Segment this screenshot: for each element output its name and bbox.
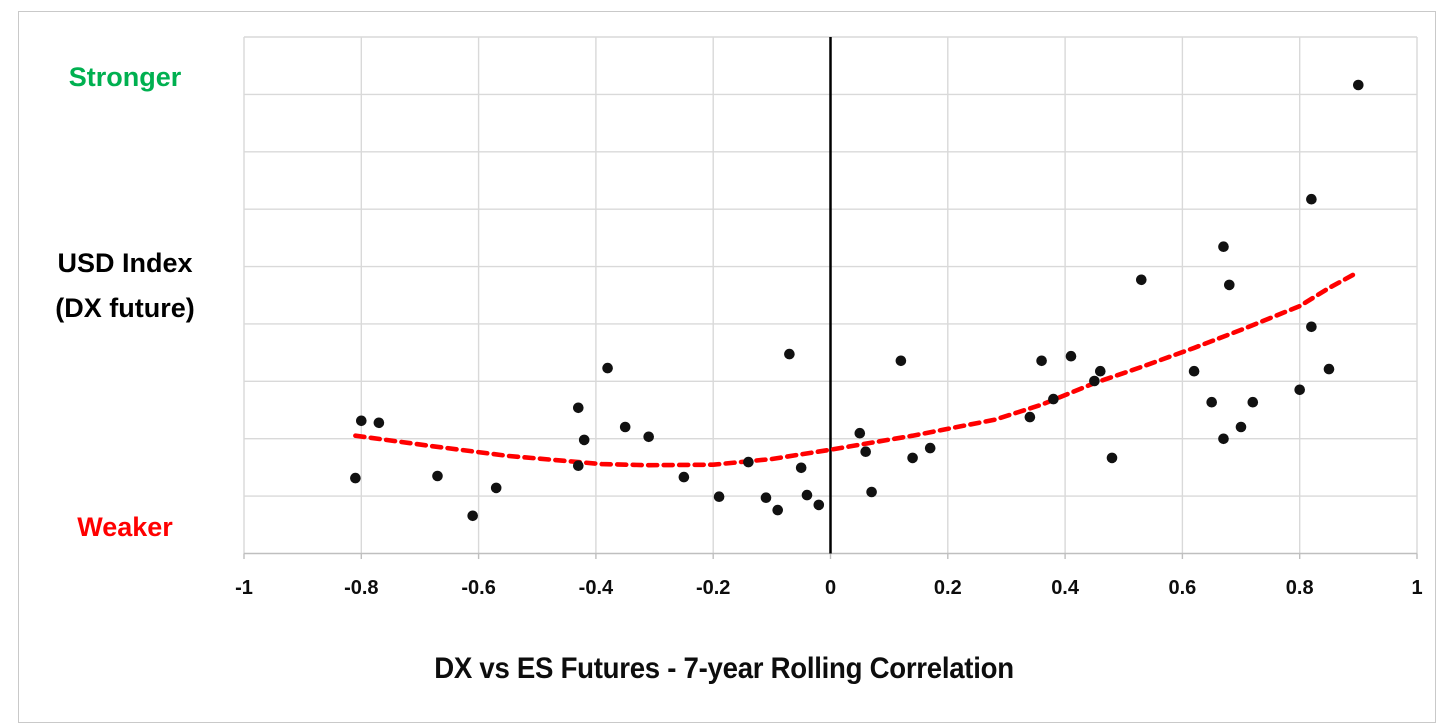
data-point <box>713 491 725 503</box>
data-point <box>801 489 813 501</box>
data-point <box>1224 279 1235 291</box>
data-point <box>1048 393 1059 405</box>
x-tick-label: -0.4 <box>578 577 614 599</box>
x-tick-label: 0 <box>824 577 837 599</box>
data-point <box>1136 274 1147 286</box>
x-tick-label: 0.4 <box>1051 577 1079 599</box>
data-point <box>573 402 584 414</box>
x-tick-label: 0.2 <box>933 577 962 599</box>
data-point <box>1353 79 1364 91</box>
data-point <box>1306 193 1317 205</box>
data-point <box>795 462 807 474</box>
x-tick-label: -1 <box>235 577 253 599</box>
data-point <box>924 442 936 454</box>
x-tick-label: 0.8 <box>1285 577 1314 599</box>
data-point <box>356 415 367 427</box>
x-tick-label: 0.6 <box>1168 577 1197 599</box>
x-axis-title: DX vs ES Futures - 7-year Rolling Correl… <box>434 652 1014 685</box>
data-point <box>350 472 361 484</box>
data-point <box>760 492 772 504</box>
data-point <box>784 348 795 360</box>
data-point <box>1247 396 1259 408</box>
x-tick-label: -0.8 <box>344 577 379 599</box>
data-point <box>1065 350 1077 362</box>
data-point <box>1024 411 1036 423</box>
y-axis-title-line2: (DX future) <box>55 293 195 323</box>
data-point <box>743 456 754 468</box>
data-point <box>467 510 479 522</box>
data-point <box>866 486 877 498</box>
data-point <box>895 355 907 367</box>
x-tick-label: -0.6 <box>461 577 496 599</box>
data-point <box>1106 452 1118 464</box>
data-point <box>490 482 502 494</box>
data-point <box>602 362 613 374</box>
data-point <box>1235 421 1247 433</box>
data-point <box>1206 396 1217 408</box>
x-tick-label: -0.2 <box>695 577 731 599</box>
data-point <box>643 431 654 443</box>
data-point <box>1188 365 1200 377</box>
data-point <box>854 427 866 439</box>
data-point <box>1089 375 1100 387</box>
data-point <box>432 470 443 482</box>
data-point <box>578 434 590 446</box>
data-point <box>619 421 631 433</box>
data-point <box>373 417 385 429</box>
data-point <box>573 460 584 472</box>
data-point <box>1294 384 1305 396</box>
data-point <box>1095 365 1106 377</box>
data-point <box>860 446 871 458</box>
data-point <box>1218 433 1229 445</box>
data-point <box>678 471 690 483</box>
trendline <box>353 269 1361 468</box>
y-label-stronger: Stronger <box>68 62 182 92</box>
data-point <box>813 499 825 511</box>
y-axis-title-line1: USD Index <box>57 248 193 278</box>
data-point <box>1323 363 1335 375</box>
data-point <box>1306 321 1317 333</box>
data-point <box>1218 241 1229 252</box>
y-label-weaker: Weaker <box>77 512 173 542</box>
data-point <box>772 504 783 516</box>
data-point <box>907 452 918 464</box>
data-point <box>1036 355 1047 367</box>
x-tick-label: 1 <box>1411 577 1423 599</box>
